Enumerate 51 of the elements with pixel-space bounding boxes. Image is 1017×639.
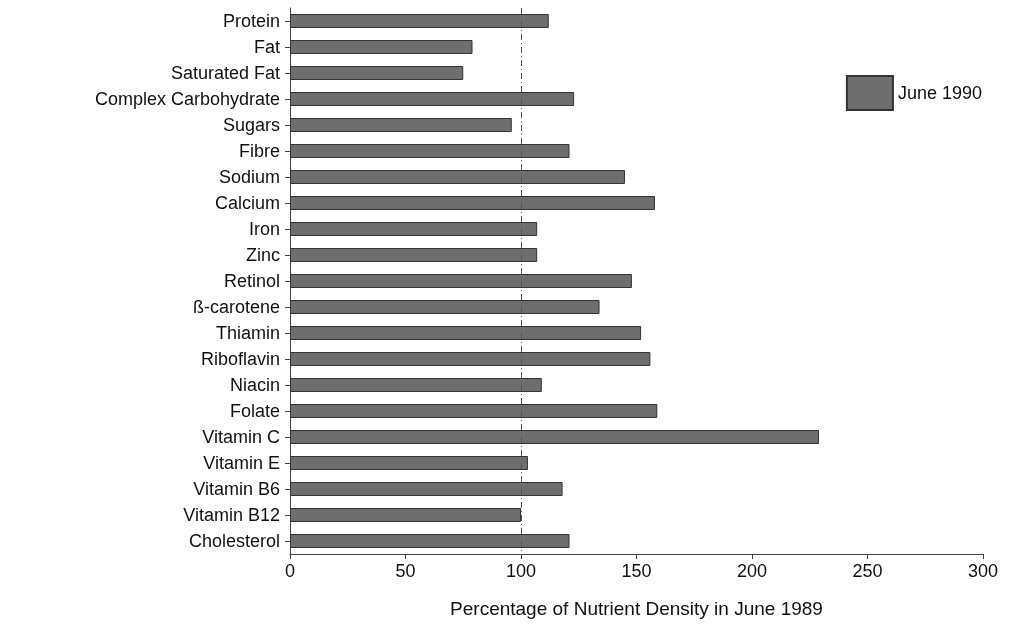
y-tick-label: Saturated Fat	[170, 63, 280, 83]
y-tick-label: Protein	[222, 11, 280, 31]
y-tick-label: Thiamin	[215, 323, 280, 343]
bar	[290, 508, 521, 522]
x-tick-label: 0	[284, 561, 296, 581]
bar	[290, 118, 512, 132]
bar	[290, 456, 528, 470]
bar	[290, 222, 538, 236]
x-tick-label: 200	[736, 561, 768, 581]
y-tick-label: Complex Carbohydrate	[94, 89, 280, 109]
bar	[290, 378, 542, 392]
legend-label: June 1990	[897, 83, 982, 103]
bar	[290, 534, 570, 548]
y-tick-label: Calcium	[214, 193, 280, 213]
y-tick-label: Sodium	[218, 167, 280, 187]
bar	[290, 66, 464, 80]
y-tick-label: Sugars	[222, 115, 280, 135]
x-tick-label: 150	[621, 561, 652, 581]
y-tick-label: Vitamin C	[202, 427, 280, 447]
bar	[290, 144, 570, 158]
bar	[290, 326, 642, 340]
bar	[290, 248, 538, 262]
bar	[290, 430, 819, 444]
bar	[290, 40, 473, 54]
bar	[290, 404, 658, 418]
y-tick-label: Iron	[248, 219, 280, 239]
y-tick-label: Folate	[229, 401, 280, 421]
x-tick-label: 250	[852, 561, 883, 581]
y-tick-label: Fat	[253, 37, 280, 57]
bar	[290, 274, 632, 288]
bar	[290, 14, 549, 28]
y-tick-label: Fibre	[238, 141, 280, 161]
y-tick-label: Vitamin E	[203, 453, 280, 473]
bar	[290, 352, 651, 366]
x-tick-label: 300	[967, 561, 999, 581]
bar	[290, 196, 655, 210]
bar	[290, 482, 563, 496]
x-tick-label: 50	[395, 561, 416, 581]
x-tick-label: 100	[505, 561, 537, 581]
y-tick-label: ß-carotene	[192, 297, 280, 317]
bar	[290, 300, 600, 314]
y-tick-label: Cholesterol	[188, 531, 280, 551]
y-tick-label: Riboflavin	[200, 349, 280, 369]
y-tick-label: Zinc	[245, 245, 280, 265]
y-tick-label: Niacin	[229, 375, 280, 395]
y-tick-label: Vitamin B12	[183, 505, 280, 525]
bar	[290, 92, 575, 106]
y-tick-label: Vitamin B6	[193, 479, 280, 499]
y-tick-label: Retinol	[223, 271, 280, 291]
bar	[290, 170, 625, 184]
x-axis-title: Percentage of Nutrient Density in June 1989	[450, 598, 823, 619]
